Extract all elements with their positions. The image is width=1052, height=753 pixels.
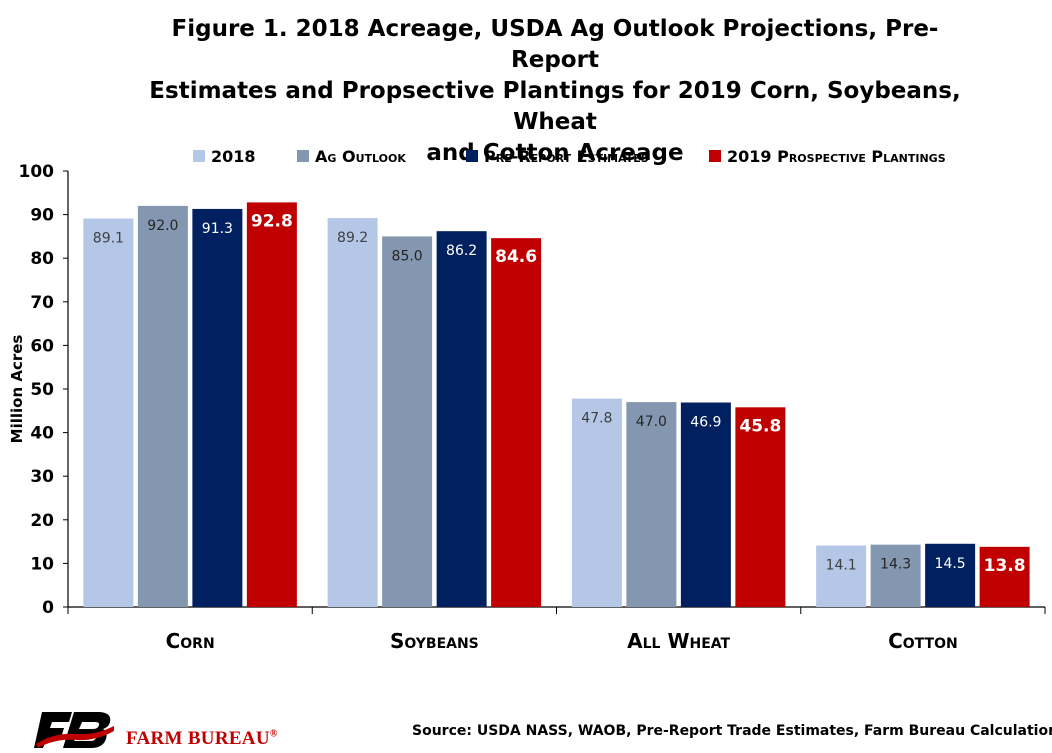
registered-mark: ® <box>269 728 278 740</box>
data-label-soybeans-pre-report-estimates: 86.2 <box>446 243 477 259</box>
y-tick-label-100: 100 <box>19 162 55 182</box>
legend-item-pre-report-estimates: Pre-Report Estimates <box>466 143 649 169</box>
data-label-corn-2018: 89.1 <box>93 231 124 247</box>
legend-label-2019-prospective-plantings: 2019 Prospective Plantings <box>727 146 946 166</box>
y-tick-label-40: 40 <box>30 424 54 444</box>
chart-title-line-2: Estimates and Propsective Plantings for … <box>149 78 961 135</box>
data-label-corn-2019-prospective-plantings: 92.8 <box>251 211 293 231</box>
farm-bureau-logo-name: FARM BUREAU <box>126 728 270 749</box>
data-label-all-wheat-pre-report-estimates: 46.9 <box>690 415 721 431</box>
y-tick-label-0: 0 <box>42 598 54 618</box>
farm-bureau-logo: FARM BUREAU® <box>34 710 277 750</box>
legend-item-2018: 2018 <box>193 143 256 169</box>
y-tick-label-70: 70 <box>30 293 54 313</box>
bar-cotton-pre-report-estimates <box>925 543 976 607</box>
data-label-cotton-2018: 14.1 <box>826 558 857 574</box>
data-label-soybeans-2019-prospective-plantings: 84.6 <box>495 247 537 267</box>
chart-title-line-1: Figure 1. 2018 Acreage, USDA Ag Outlook … <box>171 16 939 73</box>
y-tick-label-10: 10 <box>30 554 54 574</box>
bar-all-wheat-2019-prospective-plantings <box>735 407 786 607</box>
bar-soybeans-2018 <box>327 218 378 607</box>
y-axis-title: Million Acres <box>8 335 26 444</box>
data-label-corn-ag-outlook: 92.0 <box>147 218 178 234</box>
data-label-corn-pre-report-estimates: 91.3 <box>202 221 233 237</box>
bar-soybeans-ag-outlook <box>382 236 433 607</box>
data-label-all-wheat-ag-outlook: 47.0 <box>636 414 667 430</box>
y-tick-label-60: 60 <box>30 336 54 356</box>
bar-corn-2019-prospective-plantings <box>246 202 297 607</box>
data-label-all-wheat-2018: 47.8 <box>581 411 612 427</box>
x-category-label-all-wheat: All Wheat <box>627 629 730 653</box>
legend-item-2019-prospective-plantings: 2019 Prospective Plantings <box>709 143 946 169</box>
y-tick-label-80: 80 <box>30 249 54 269</box>
source-note: Source: USDA NASS, WAOB, Pre-Report Trad… <box>412 723 1052 739</box>
data-label-all-wheat-2019-prospective-plantings: 45.8 <box>739 416 781 436</box>
x-category-label-cotton: Cotton <box>888 629 958 653</box>
data-label-cotton-pre-report-estimates: 14.5 <box>935 556 966 572</box>
bar-corn-2018 <box>83 218 134 608</box>
bar-soybeans-pre-report-estimates <box>436 231 487 607</box>
legend-swatch-2018 <box>193 150 205 162</box>
legend-label-pre-report-estimates: Pre-Report Estimates <box>484 146 649 166</box>
y-tick-label-90: 90 <box>30 206 54 226</box>
bar-all-wheat-pre-report-estimates <box>680 402 731 607</box>
chart-legend: 2018 Ag Outlook Pre-Report Estimates 201… <box>0 143 1052 169</box>
bar-cotton-ag-outlook <box>870 544 921 607</box>
legend-item-ag-outlook: Ag Outlook <box>297 143 406 169</box>
legend-label-ag-outlook: Ag Outlook <box>315 146 406 166</box>
bar-all-wheat-2018 <box>571 398 622 607</box>
farm-bureau-logo-text: FARM BUREAU® <box>126 728 278 750</box>
data-label-soybeans-ag-outlook: 85.0 <box>392 248 423 264</box>
bar-corn-ag-outlook <box>137 205 188 607</box>
y-tick-label-20: 20 <box>30 511 54 531</box>
bar-corn-pre-report-estimates <box>192 208 243 607</box>
data-label-cotton-ag-outlook: 14.3 <box>880 557 911 573</box>
bar-cotton-2018 <box>816 545 867 607</box>
data-label-soybeans-2018: 89.2 <box>337 230 368 246</box>
legend-label-2018: 2018 <box>211 146 256 166</box>
bar-all-wheat-ag-outlook <box>626 402 677 607</box>
legend-swatch-ag-outlook <box>297 150 309 162</box>
legend-swatch-pre-report-estimates <box>466 150 478 162</box>
y-tick-label-50: 50 <box>30 380 54 400</box>
x-category-label-soybeans: Soybeans <box>390 629 479 653</box>
data-label-cotton-2019-prospective-plantings: 13.8 <box>984 556 1026 576</box>
bar-cotton-2019-prospective-plantings <box>979 546 1030 607</box>
bar-soybeans-2019-prospective-plantings <box>491 238 542 608</box>
y-tick-label-30: 30 <box>30 467 54 487</box>
x-category-label-corn: Corn <box>166 629 215 653</box>
legend-swatch-2019-prospective-plantings <box>709 150 721 162</box>
farm-bureau-logo-mark <box>34 712 114 748</box>
